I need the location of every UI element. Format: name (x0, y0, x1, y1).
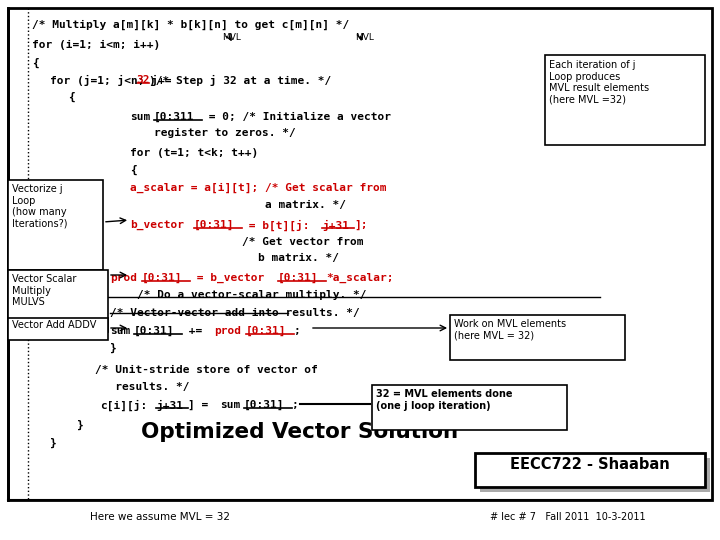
Text: ;: ; (294, 326, 301, 336)
Bar (450, 315, 625, 360)
Text: register to zeros. */: register to zeros. */ (154, 128, 296, 138)
Text: EECC722 - Shaaban: EECC722 - Shaaban (510, 457, 670, 472)
Text: {: { (68, 92, 75, 102)
Text: }: } (50, 420, 84, 430)
Text: a matrix. */: a matrix. */ (130, 200, 346, 210)
Text: )/* Step j 32 at a time. */: )/* Step j 32 at a time. */ (149, 75, 331, 86)
Text: MVL: MVL (355, 33, 374, 42)
Text: sum: sum (110, 326, 130, 336)
Text: sum: sum (220, 400, 240, 410)
Text: /* Vector-vector add into results. */: /* Vector-vector add into results. */ (110, 308, 360, 318)
Text: {: { (130, 165, 137, 175)
Text: Vectorize j
Loop
(how many
Iterations?): Vectorize j Loop (how many Iterations?) (12, 184, 68, 229)
Text: [0:31]: [0:31] (134, 326, 174, 336)
Text: for (i=1; i<m; i++): for (i=1; i<m; i++) (32, 40, 161, 50)
Text: [0:31]: [0:31] (246, 326, 287, 336)
Text: Each iteration of j
Loop produces
MVL result elements
(here MVL =32): Each iteration of j Loop produces MVL re… (549, 60, 649, 105)
Text: = 0; /* Initialize a vector: = 0; /* Initialize a vector (202, 112, 391, 122)
Text: ] =: ] = (188, 400, 215, 410)
Bar (8, 270, 108, 332)
Bar (545, 55, 705, 145)
Text: 32 = MVL elements done
(one j loop iteration): 32 = MVL elements done (one j loop itera… (376, 389, 513, 410)
Text: b matrix. */: b matrix. */ (258, 253, 339, 263)
Text: }: } (50, 438, 57, 448)
Text: prod: prod (110, 273, 137, 283)
Text: /* Get vector from: /* Get vector from (242, 237, 364, 247)
Text: Optimized Vector Solution: Optimized Vector Solution (141, 422, 459, 442)
Text: Here we assume MVL = 32: Here we assume MVL = 32 (90, 512, 230, 522)
Text: = b[t][j:: = b[t][j: (242, 220, 310, 231)
Text: [0:31]: [0:31] (194, 220, 235, 230)
Bar (475, 453, 705, 487)
Bar (8, 180, 103, 270)
Bar (480, 458, 710, 492)
Text: Vector Add ADDV: Vector Add ADDV (12, 320, 96, 330)
Text: results. */: results. */ (68, 382, 189, 392)
Text: sum: sum (130, 112, 150, 122)
Text: /* Unit-stride store of vector of: /* Unit-stride store of vector of (68, 365, 318, 375)
Text: [0:31]: [0:31] (142, 273, 182, 283)
Text: MVL: MVL (222, 33, 241, 42)
Text: [0:31]: [0:31] (244, 400, 284, 410)
Text: /* Multiply a[m][k] * b[k][n] to get c[m][n] */: /* Multiply a[m][k] * b[k][n] to get c[m… (32, 20, 349, 30)
Text: +=: += (182, 326, 209, 336)
Text: # lec # 7   Fall 2011  10-3-2011: # lec # 7 Fall 2011 10-3-2011 (490, 512, 646, 522)
Text: c[i][j:: c[i][j: (100, 400, 148, 411)
Text: for (t=1; t<k; t++): for (t=1; t<k; t++) (130, 148, 258, 158)
Text: {: { (32, 58, 39, 68)
Text: [0:311: [0:311 (154, 112, 194, 122)
Text: b_vector: b_vector (130, 220, 184, 230)
Text: ];: ]; (354, 220, 367, 230)
Text: prod: prod (214, 326, 241, 336)
Text: Work on MVL elements
(here MVL = 32): Work on MVL elements (here MVL = 32) (454, 319, 566, 341)
Bar (8, 318, 108, 340)
Text: [0:31]: [0:31] (278, 273, 318, 283)
Text: j+31: j+31 (156, 400, 183, 411)
Text: a_scalar = a[i][t]; /* Get scalar from: a_scalar = a[i][t]; /* Get scalar from (130, 183, 387, 193)
Text: = b_vector: = b_vector (190, 273, 264, 283)
Text: ;: ; (292, 400, 299, 410)
Text: j+31: j+31 (322, 220, 349, 231)
Text: *a_scalar;: *a_scalar; (326, 273, 394, 283)
Text: }: } (110, 343, 117, 353)
Text: for (j=1; j<n; j+=: for (j=1; j<n; j+= (50, 75, 171, 86)
Text: /* Do a vector-scalar multiply. */: /* Do a vector-scalar multiply. */ (110, 290, 366, 300)
Text: Vector Scalar
Multiply
MULVS: Vector Scalar Multiply MULVS (12, 274, 76, 307)
Text: 32: 32 (137, 75, 150, 85)
Bar (372, 385, 567, 430)
